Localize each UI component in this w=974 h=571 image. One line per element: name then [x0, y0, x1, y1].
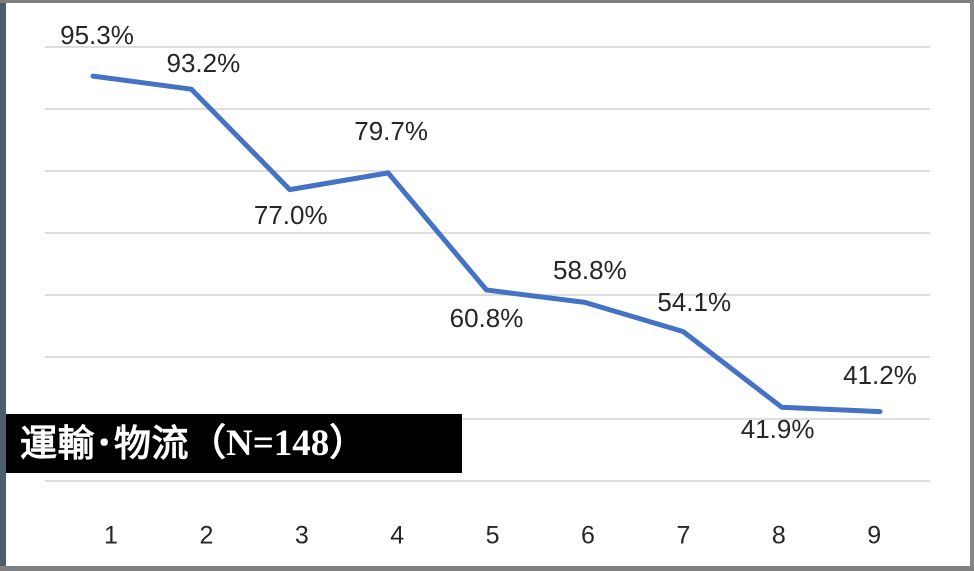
x-axis-label: 7: [676, 521, 691, 550]
category-label-box: 運輸･物流 （N=148）: [6, 414, 462, 473]
frame-border-bottom: [0, 566, 974, 571]
x-axis-label: 1: [104, 521, 118, 550]
data-label: 77.0%: [253, 199, 328, 230]
data-label: 95.3%: [60, 20, 134, 51]
data-label: 41.2%: [843, 359, 917, 390]
series-line: [90, 73, 883, 415]
x-axis-label: 3: [294, 521, 309, 550]
data-label: 60.8%: [449, 303, 524, 334]
data-label: 79.7%: [354, 115, 428, 146]
data-label: 54.1%: [657, 286, 732, 317]
data-label: 93.2%: [166, 48, 241, 79]
x-axis-label: 2: [199, 521, 214, 550]
x-axis-label: 9: [867, 521, 882, 550]
frame-border-right: [970, 0, 974, 571]
category-label-text: 運輸･物流: [20, 423, 189, 464]
data-label: 41.9%: [740, 414, 815, 445]
data-label: 58.8%: [553, 255, 627, 286]
x-axis-label: 8: [771, 521, 786, 550]
frame-border-left: [0, 0, 6, 571]
frame-border-top: [0, 0, 974, 3]
x-axis-label: 6: [581, 521, 595, 550]
x-axis-label: 4: [390, 521, 405, 550]
x-axis-label: 5: [485, 521, 500, 550]
category-label-n: （N=148）: [189, 423, 367, 464]
